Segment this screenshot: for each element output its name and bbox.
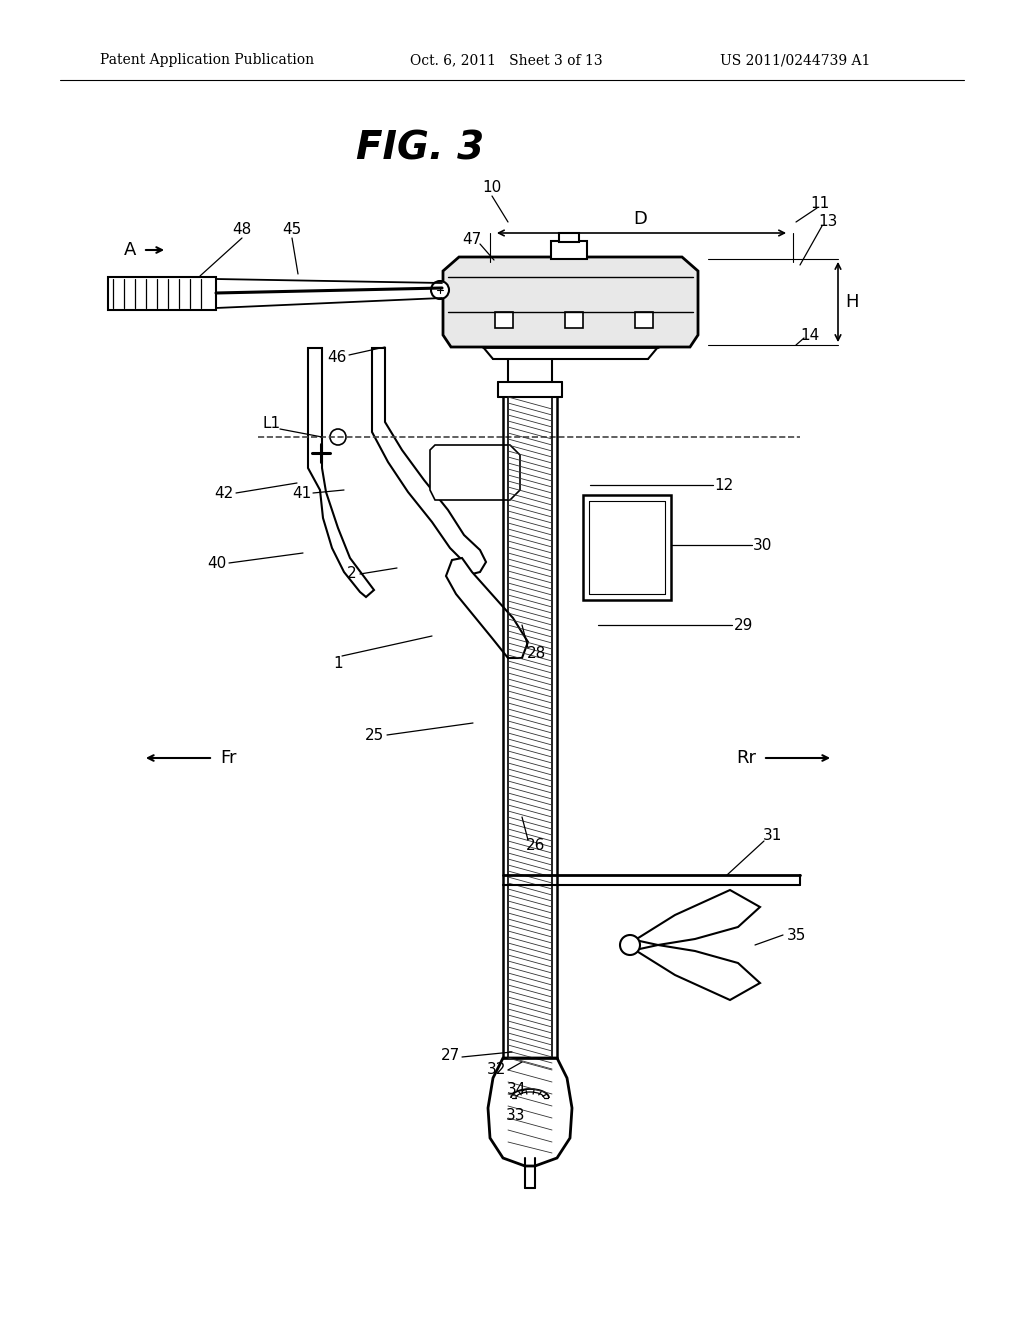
Text: 26: 26 [526,837,546,853]
Text: 48: 48 [232,223,252,238]
Text: 11: 11 [810,195,829,210]
Text: 46: 46 [328,351,347,366]
Circle shape [431,281,449,300]
Text: 45: 45 [283,223,302,238]
Text: 31: 31 [763,829,782,843]
Bar [559,234,579,242]
Text: US 2011/0244739 A1: US 2011/0244739 A1 [720,53,870,67]
Text: 34: 34 [506,1082,525,1097]
Text: 40: 40 [208,556,226,570]
Bar [565,312,583,327]
Text: A: A [124,242,136,259]
Text: 32: 32 [486,1063,506,1077]
Text: 1: 1 [333,656,343,671]
Polygon shape [488,1059,572,1166]
Polygon shape [108,277,216,310]
Text: H: H [845,293,859,312]
Polygon shape [446,558,528,657]
Text: Oct. 6, 2011   Sheet 3 of 13: Oct. 6, 2011 Sheet 3 of 13 [410,53,603,67]
Text: 28: 28 [526,645,546,660]
Circle shape [620,935,640,954]
Text: 12: 12 [715,478,733,492]
Text: L1: L1 [263,416,281,430]
Text: 10: 10 [482,181,502,195]
Text: 13: 13 [818,214,838,230]
Polygon shape [308,348,374,597]
Text: 41: 41 [293,486,311,500]
Text: 33: 33 [506,1107,525,1122]
Text: 2: 2 [347,566,356,582]
Polygon shape [635,945,760,1001]
Text: 30: 30 [754,537,773,553]
Bar [551,242,587,259]
Polygon shape [583,495,671,601]
Text: Fr: Fr [220,748,237,767]
Polygon shape [372,348,486,574]
Polygon shape [430,445,520,500]
Polygon shape [443,257,698,347]
Text: Rr: Rr [736,748,756,767]
Text: FIG. 3: FIG. 3 [356,129,484,168]
Text: 42: 42 [214,486,233,500]
Text: 35: 35 [787,928,807,942]
Text: 27: 27 [440,1048,460,1063]
Bar [635,312,653,327]
Text: 14: 14 [801,327,819,342]
Text: 29: 29 [734,618,754,632]
Text: 47: 47 [463,232,481,248]
Polygon shape [635,890,760,945]
Bar [495,312,513,327]
Text: Patent Application Publication: Patent Application Publication [100,53,314,67]
Text: D: D [633,210,647,228]
Text: 25: 25 [366,727,385,742]
